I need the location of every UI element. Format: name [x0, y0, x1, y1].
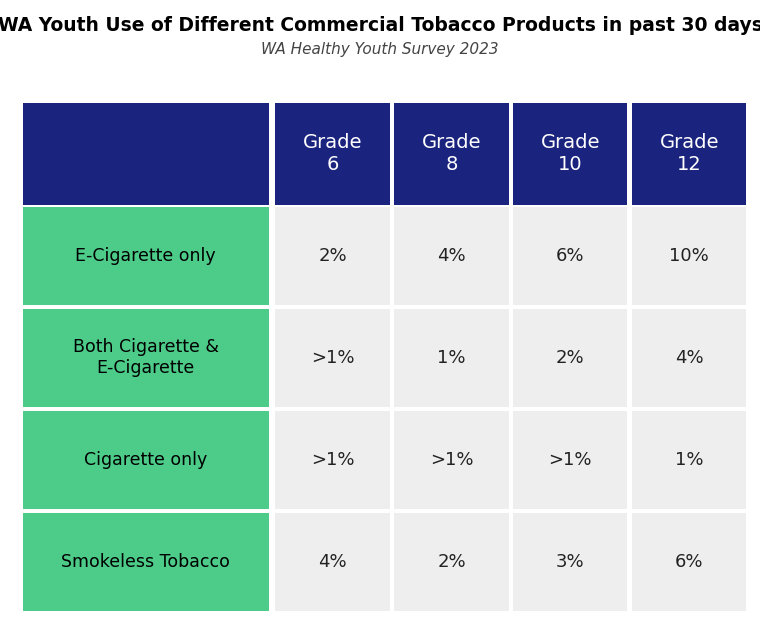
Bar — [632, 411, 746, 509]
Text: >1%: >1% — [549, 451, 592, 469]
Bar — [632, 513, 746, 611]
Bar — [275, 103, 390, 205]
Bar — [23, 411, 268, 509]
Text: 1%: 1% — [675, 451, 704, 469]
Text: 2%: 2% — [437, 553, 466, 571]
Text: 4%: 4% — [675, 349, 704, 367]
Bar — [23, 207, 268, 305]
Bar — [23, 513, 268, 611]
Bar — [275, 207, 390, 305]
Bar — [23, 103, 268, 205]
Text: Grade
8: Grade 8 — [422, 134, 481, 175]
Bar — [275, 411, 390, 509]
Bar — [394, 207, 508, 305]
Text: 1%: 1% — [437, 349, 466, 367]
Bar — [632, 207, 746, 305]
Text: >1%: >1% — [311, 451, 354, 469]
Text: 4%: 4% — [318, 553, 347, 571]
Bar — [513, 411, 628, 509]
Text: WA Healthy Youth Survey 2023: WA Healthy Youth Survey 2023 — [261, 42, 499, 57]
Bar — [394, 309, 508, 407]
Bar — [513, 513, 628, 611]
Bar — [513, 207, 628, 305]
Bar — [23, 309, 268, 407]
Text: 6%: 6% — [556, 247, 584, 265]
Text: Grade
12: Grade 12 — [660, 134, 719, 175]
Bar — [275, 513, 390, 611]
Text: E-Cigarette only: E-Cigarette only — [75, 247, 216, 265]
Text: >1%: >1% — [311, 349, 354, 367]
Bar — [632, 103, 746, 205]
Text: 3%: 3% — [556, 553, 584, 571]
Text: >1%: >1% — [429, 451, 473, 469]
Text: Both Cigarette &
E-Cigarette: Both Cigarette & E-Cigarette — [73, 338, 219, 378]
Bar — [513, 103, 628, 205]
Text: Grade
10: Grade 10 — [540, 134, 600, 175]
Bar — [394, 513, 508, 611]
Text: WA Youth Use of Different Commercial Tobacco Products in past 30 days: WA Youth Use of Different Commercial Tob… — [0, 16, 760, 34]
Text: 2%: 2% — [318, 247, 347, 265]
Bar — [632, 309, 746, 407]
Bar — [275, 309, 390, 407]
Text: Smokeless Tobacco: Smokeless Tobacco — [62, 553, 230, 571]
Bar — [513, 309, 628, 407]
Text: Grade
6: Grade 6 — [303, 134, 363, 175]
Text: 4%: 4% — [437, 247, 466, 265]
Text: Cigarette only: Cigarette only — [84, 451, 207, 469]
Text: 10%: 10% — [670, 247, 709, 265]
Bar — [394, 103, 508, 205]
Text: 2%: 2% — [556, 349, 584, 367]
Bar — [394, 411, 508, 509]
Text: 6%: 6% — [675, 553, 704, 571]
